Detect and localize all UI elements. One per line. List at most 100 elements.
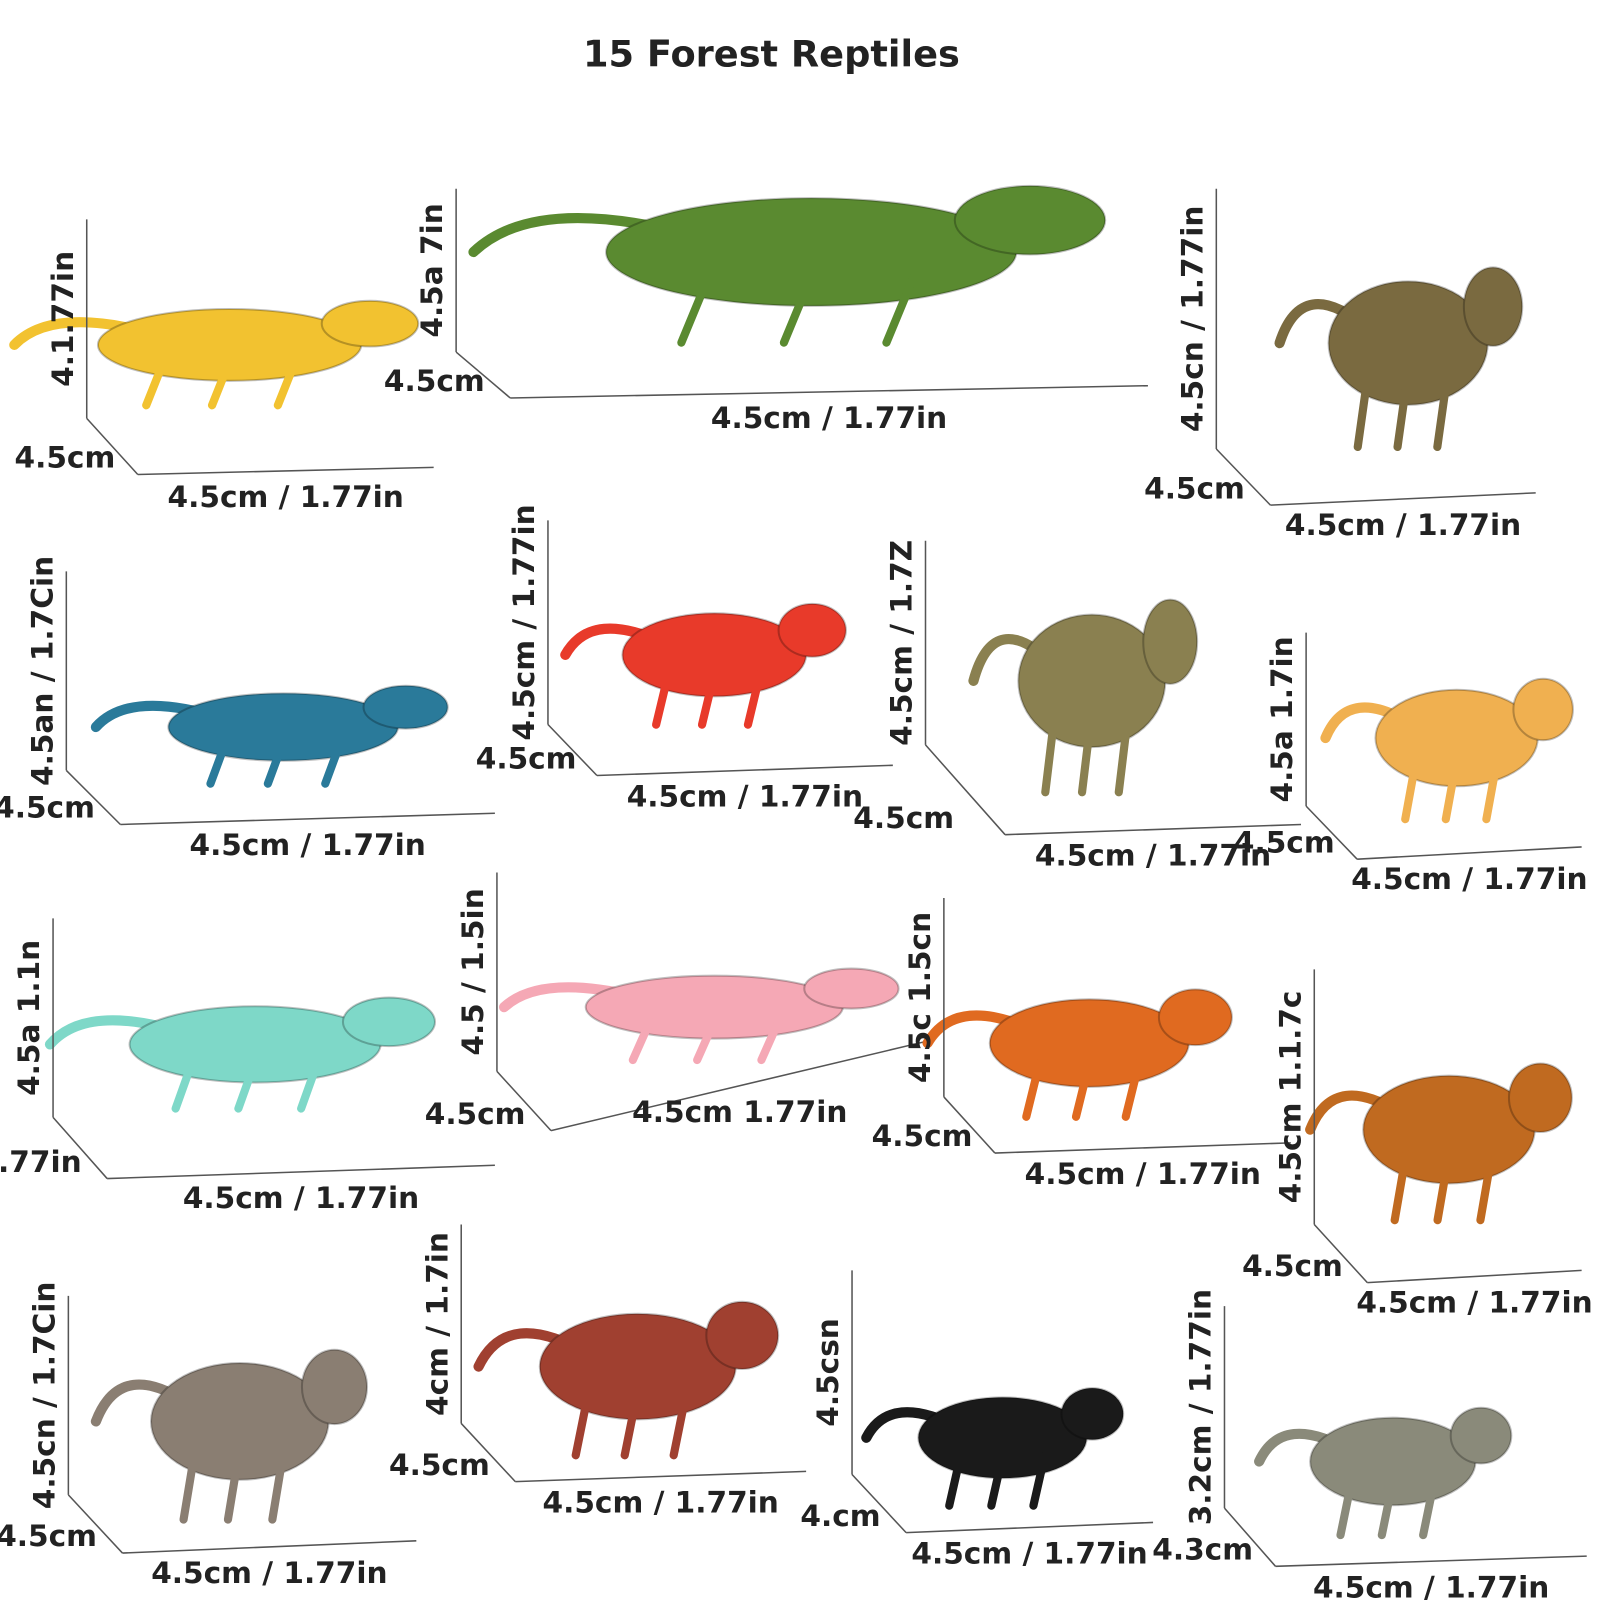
figure-item: 4.5a 1.1n 4.5cm / 1.77in 4.5cm / 1.77in (0, 918, 495, 1215)
figure-leg (697, 669, 719, 729)
depth-line (1313, 1223, 1368, 1284)
depth-line (86, 417, 139, 476)
depth-line (65, 769, 121, 826)
figure-leg (945, 1452, 965, 1510)
height-label: 4.1.77in (46, 251, 80, 387)
height-label: 4.5cn / 1.7Cin (27, 1282, 61, 1510)
figure-head (341, 996, 437, 1048)
figure-head (803, 967, 900, 1010)
depth-line (52, 1116, 108, 1180)
figure-item: 4.1.77in 4.5cm 4.5cm / 1.77in (9, 219, 434, 514)
figure-leg (1071, 1058, 1094, 1121)
depth-label: 4.5cm (853, 801, 954, 835)
figure-leg (1393, 367, 1413, 452)
figure-item: 4.5cn / 1.7Cin 4.5cm 4.5cm / 1.77in (0, 1282, 417, 1590)
depth-label: 4.3cm (1152, 1533, 1253, 1567)
depth-line (1305, 805, 1358, 860)
depth-line (496, 1070, 552, 1132)
figure-head (1157, 988, 1233, 1047)
width-label: 4.5cm / 1.77in (189, 828, 425, 862)
figure-leg (779, 272, 816, 347)
width-label: 4.5cm / 1.77in (151, 1556, 387, 1590)
figure-leg (1336, 1477, 1356, 1540)
height-label: 4.5 / 1.5in (456, 888, 490, 1055)
depth-label: 4.5cm (384, 364, 485, 398)
figure-leg (669, 1386, 691, 1460)
figure-item: 4.5c 1.5cn 4.5cm 4.5cm / 1.77in (872, 897, 1291, 1191)
figure-leg (1482, 755, 1502, 824)
width-line (510, 384, 1148, 399)
figure-leg (677, 272, 713, 347)
width-label: 4.5cm / 1.77in (627, 779, 863, 813)
figure-leg (1077, 706, 1096, 797)
height-label: 4.5c 1.5cn (903, 912, 937, 1083)
figure-leg (297, 1057, 322, 1113)
figure-item: 4.5a 1.7in 4.5cm 4.5cm / 1.77in (1234, 632, 1588, 896)
figure-item: 4.5an / 1.7Cin 4.5cm 4.5cm / 1.77in (0, 556, 495, 862)
width-label: 4.5cm / 1.77in (1313, 1570, 1549, 1600)
figure-leg (882, 272, 918, 347)
height-label: 4.5an / 1.7Cin (25, 556, 59, 786)
height-label: 4cm / 1.7in (420, 1232, 454, 1416)
depth-line (851, 1473, 907, 1534)
figure-leg (628, 1017, 655, 1065)
depth-label: 4.5cm (1234, 825, 1335, 859)
depth-label: 4.5cm (872, 1119, 973, 1153)
figure-leg (206, 738, 230, 788)
width-label: 4.5cm / 1.77in (543, 1486, 779, 1520)
depth-label: 4.5cm (389, 1448, 490, 1482)
figure-leg (207, 357, 234, 410)
depth-line (460, 1422, 516, 1483)
figure-leg (1433, 1149, 1454, 1225)
figure-head (362, 684, 449, 730)
figure-leg (1029, 1452, 1049, 1510)
figure-head (777, 602, 847, 658)
height-label: 3.2cm / 1.77in (1184, 1289, 1218, 1525)
depth-label: 4.5cm (0, 791, 95, 825)
depth-label: 4.5cm (425, 1097, 526, 1131)
figure-head (1142, 598, 1199, 685)
figure-head (1462, 266, 1524, 347)
depth-label: 4.5cm (15, 441, 116, 475)
depth-label: 4.5cm (0, 1519, 97, 1553)
figure-item: 4cm / 1.7in 4.5cm 4.5cm / 1.77in (389, 1224, 807, 1520)
width-label: 4.5cm / 1.77in (1035, 839, 1271, 873)
figure-head (953, 184, 1107, 256)
depth-label: 4.5cm (1144, 471, 1245, 505)
figure-leg (1401, 755, 1421, 824)
figure-leg (1433, 367, 1453, 452)
width-label: 4.5cm / 1.77in (1351, 862, 1587, 896)
figure-leg (234, 1057, 260, 1113)
figure-leg (757, 1017, 783, 1065)
figure-item: 4.5cm 1.1.7c 4.5cm 4.5cm / 1.77in (1242, 969, 1593, 1320)
depth-label: 4.cm (800, 1499, 880, 1533)
figure-leg (987, 1452, 1007, 1510)
width-label: 4.5cm 1.77in (632, 1095, 847, 1129)
depth-line (924, 744, 1006, 836)
width-label: 4.5cm / 1.77in (1356, 1286, 1592, 1320)
height-label: 4.5cm / 1.77in (507, 504, 541, 740)
figure-leg (1441, 755, 1461, 824)
figure-leg (223, 1443, 244, 1524)
depth-line (455, 351, 511, 399)
width-label: 4.5cm / 1.77in (168, 480, 404, 514)
figure-leg (1377, 1477, 1397, 1540)
figure-leg (693, 1017, 719, 1065)
depth-line (1215, 448, 1271, 506)
figure-leg (268, 1443, 289, 1524)
height-label: 4.5cn / 1.77in (1175, 206, 1209, 433)
figure-head (1507, 1062, 1573, 1134)
figure-head (300, 1348, 369, 1426)
width-line (994, 1142, 1291, 1154)
depth-label: 4.5cm (1242, 1249, 1343, 1283)
figure-leg (620, 1386, 642, 1460)
width-line (1275, 1555, 1587, 1568)
figure-item: 3.2cm / 1.77in 4.3cm 4.5cm / 1.77in (1152, 1289, 1587, 1600)
figure-leg (273, 357, 300, 410)
width-line (1357, 846, 1582, 860)
figure-leg (142, 357, 168, 410)
width-line (122, 1540, 417, 1554)
height-label: 4.5cm 1.1.7c (1273, 991, 1307, 1204)
